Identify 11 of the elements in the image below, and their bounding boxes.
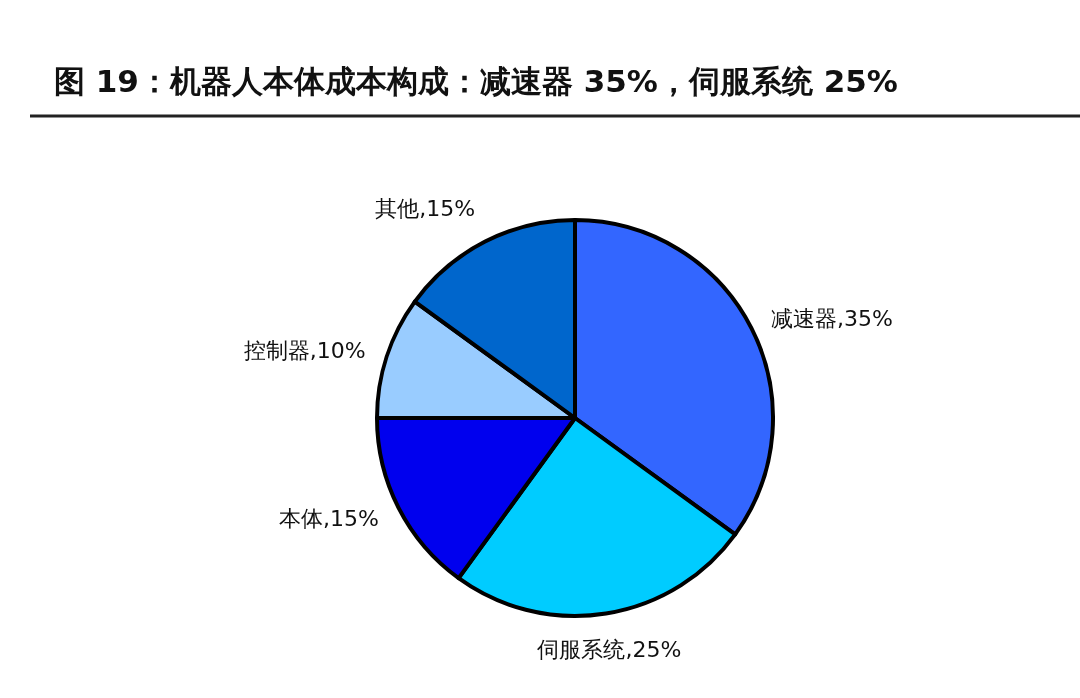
data-label: ,25% [625,637,682,663]
data-label: ,15% [419,195,476,221]
data-label: ,15% [323,505,379,531]
chart-title: 图 19：机器人本体成本构成：减速器 35%，伺服系统 25% [54,63,898,99]
slice-label: 本体 [279,505,324,531]
slice-label: 其他 [375,195,420,221]
slice-label: 伺服系统 [537,637,626,663]
slice-label: 控制器 [243,338,310,364]
data-label: ,10% [309,338,366,364]
data-label: ,35% [837,306,893,332]
slice-label: 减速器 [771,306,838,332]
